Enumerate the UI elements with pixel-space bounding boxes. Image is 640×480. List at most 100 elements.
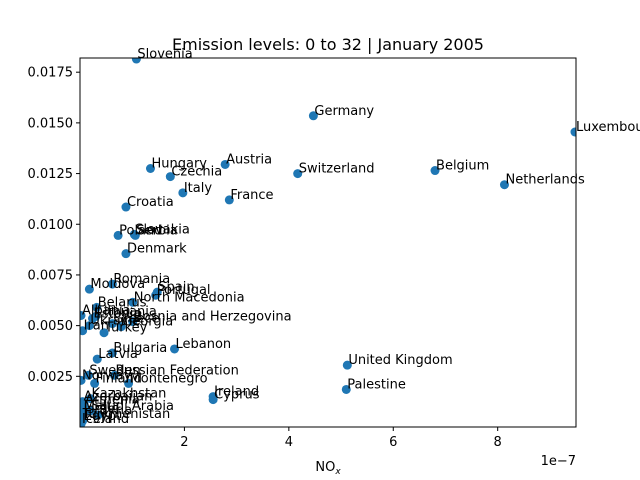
data-point (124, 378, 134, 388)
data-point (308, 111, 318, 121)
point-label: Poland (119, 223, 162, 238)
point-label: Lithuania (97, 305, 157, 320)
point-label: Egypt (84, 409, 122, 424)
point-label: Turkey (104, 321, 148, 336)
y-tick-label: 0.0025 (28, 370, 74, 385)
point-label: Croatia (127, 195, 174, 210)
data-point (109, 370, 119, 380)
point-label: Sweden (89, 363, 140, 378)
data-point (83, 370, 93, 380)
point-label: Bulgaria (113, 341, 167, 356)
data-point (430, 166, 440, 176)
x-tick-label: 6 (389, 435, 397, 450)
y-tick-label: 0.0150 (28, 116, 74, 131)
data-point (224, 195, 234, 205)
point-label: Germany (314, 104, 374, 119)
point-label: Turkmenistan (82, 407, 171, 422)
data-point (84, 284, 94, 294)
point-label: Slovenia (137, 47, 192, 62)
point-label: Iceland (82, 412, 129, 427)
data-point (92, 354, 102, 364)
point-label: Luxembourg (576, 120, 640, 135)
point-label: Norway (82, 368, 132, 383)
data-point (107, 279, 117, 289)
y-tick-label: 0.0175 (28, 66, 74, 81)
point-label: Russian Federation (115, 363, 238, 378)
point-label: North Macedonia (134, 290, 245, 305)
x-offset-text: 1e−7 (541, 454, 576, 469)
data-point (113, 230, 123, 240)
data-point (121, 202, 131, 212)
point-label: Kazakhstan (91, 387, 166, 402)
data-point (90, 378, 100, 388)
point-label: Albania (82, 303, 131, 318)
x-axis-label: NOx (315, 460, 341, 477)
data-point (145, 163, 155, 173)
point-label: Serbia (136, 223, 177, 238)
data-point (107, 319, 117, 329)
point-label: Austria (226, 152, 272, 167)
data-point (165, 172, 175, 182)
x-axis-label-main: NO (315, 460, 335, 475)
data-point (499, 180, 509, 190)
point-label: Moldova (90, 277, 145, 292)
point-label: France (230, 188, 273, 203)
point-label: Belgium (436, 159, 489, 174)
data-point (170, 344, 180, 354)
plot-frame (79, 57, 577, 428)
chart-title: Emission levels: 0 to 32 | January 2005 (172, 35, 484, 54)
point-label: Cyprus (214, 388, 260, 403)
data-point (107, 348, 117, 358)
y-tick-label: 0.0100 (28, 218, 74, 233)
point-label: Saudi Arabia (91, 399, 174, 414)
point-label: Lebanon (176, 337, 232, 352)
data-point (293, 169, 303, 179)
x-tick-label: 2 (180, 435, 188, 450)
data-point (85, 394, 95, 404)
point-label: Malta (84, 399, 120, 414)
x-ticks: 2 4 6 8 (180, 427, 502, 450)
point-label: Iran (84, 319, 109, 334)
point-label: Spain (158, 280, 194, 295)
point-label: Slovakia (135, 222, 190, 237)
data-point (80, 375, 86, 385)
y-tick-label: 0.0075 (28, 268, 74, 283)
y-tick-label: 0.0050 (28, 319, 74, 334)
data-point (121, 249, 131, 259)
point-label: Palestine (347, 377, 406, 392)
data-point (99, 328, 109, 338)
data-point (85, 406, 95, 416)
point-label: Portugal (157, 283, 211, 298)
data-point (342, 360, 352, 370)
y-tick-label: 0.0125 (28, 167, 74, 182)
data-point (84, 321, 94, 331)
data-point (80, 326, 88, 336)
point-label: Switzerland (299, 162, 375, 177)
data-point (208, 395, 218, 405)
point-label: Estonia (94, 307, 142, 322)
data-point (92, 302, 102, 312)
data-point (131, 58, 141, 64)
point-label: Ireland (214, 385, 259, 400)
point-label: Armenia (85, 393, 140, 408)
point-label: Denmark (127, 242, 187, 257)
data-point (80, 419, 86, 427)
y-ticks: 0.0025 0.0050 0.0075 0.0100 0.0125 0.0150 0.01… (28, 66, 80, 385)
point-label: Romania (113, 272, 170, 287)
x-tick-label: 8 (494, 435, 502, 450)
data-point (93, 410, 103, 420)
data-point (128, 297, 138, 307)
point-label: Czechia (171, 165, 222, 180)
point-label: United Kingdom (348, 353, 452, 368)
point-label: Azerbaijan (84, 390, 153, 405)
data-point (88, 314, 98, 324)
point-label: Hungary (151, 156, 207, 171)
point-label: Italy (184, 181, 213, 196)
data-point (151, 290, 161, 300)
data-point (116, 322, 126, 332)
point-label: Georgia (122, 315, 173, 330)
point-label: Bosnia and Herzegovina (134, 310, 292, 325)
point-label: Belarus (98, 295, 147, 310)
data-point (128, 317, 138, 327)
